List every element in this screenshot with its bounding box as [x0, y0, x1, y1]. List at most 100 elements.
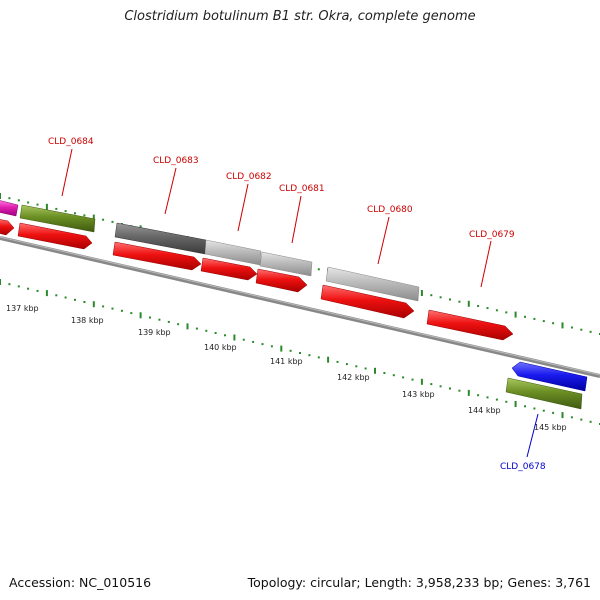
inner-tick	[55, 294, 58, 297]
feature-cld-0684[interactable]	[19, 204, 96, 233]
feature-cld-0678[interactable]	[505, 377, 583, 410]
genome-backbone	[0, 236, 600, 378]
inner-tick	[345, 363, 348, 366]
outer-tick	[458, 300, 461, 303]
inner-tick	[139, 312, 142, 319]
outer-tick	[542, 320, 545, 323]
outer-tick	[420, 290, 423, 296]
inner-tick	[505, 400, 508, 403]
gene-label-cld-0684[interactable]: CLD_0684	[48, 137, 94, 147]
leader-cld-0681	[291, 195, 302, 244]
inner-tick	[589, 420, 592, 423]
inner-tick	[102, 305, 105, 308]
cds-arrow-cld-0680[interactable]	[320, 284, 415, 319]
scale-label-144: 144 kbp	[468, 406, 501, 415]
cds-arrow-cld-0682[interactable]	[200, 257, 258, 281]
inner-tick	[83, 301, 86, 303]
inner-tick	[111, 307, 114, 310]
outer-tick	[552, 322, 555, 325]
outer-tick	[439, 296, 442, 299]
gene-label-cld-0682[interactable]: CLD_0682	[226, 172, 272, 182]
cds-arrow-cld-0684[interactable]	[17, 222, 93, 250]
inner-tick	[430, 383, 433, 386]
inner-tick	[205, 329, 208, 332]
inner-tick	[524, 405, 526, 408]
scale-label-142: 142 kbp	[337, 373, 370, 382]
inner-tick	[449, 387, 451, 390]
outer-tick	[524, 315, 526, 318]
cds-arrow-cld-0683[interactable]	[112, 241, 202, 271]
outer-tick	[8, 197, 11, 200]
inner-tick	[120, 309, 123, 312]
gene-label-cld-0680[interactable]: CLD_0680	[367, 205, 413, 215]
inner-tick	[17, 285, 20, 288]
outer-tick	[111, 220, 114, 223]
inner-tick	[486, 396, 489, 399]
inner-tick	[552, 411, 555, 414]
outer-tick	[74, 212, 76, 215]
inner-tick	[92, 301, 95, 308]
inner-tick	[27, 287, 30, 290]
gene-label-cld-0678[interactable]: CLD_0678	[500, 462, 546, 472]
outer-tick	[0, 193, 1, 199]
gene-label-cld-0683[interactable]: CLD_0683	[153, 156, 199, 166]
outer-tick	[92, 214, 95, 221]
inner-tick	[186, 323, 189, 330]
inner-tick	[533, 407, 536, 410]
outer-tick	[17, 199, 20, 202]
inner-tick	[242, 338, 245, 341]
outer-tick	[83, 214, 86, 217]
outer-tick	[27, 201, 30, 204]
inner-tick	[383, 372, 386, 374]
inner-tick	[233, 334, 236, 341]
outer-tick	[467, 300, 470, 307]
inner-tick	[561, 412, 564, 419]
inner-tick	[336, 360, 339, 363]
feature-cld-0680[interactable]	[325, 266, 420, 302]
inner-tick	[167, 320, 170, 323]
outer-tick	[36, 203, 39, 206]
cds-track	[0, 219, 588, 392]
scale-label-141: 141 kbp	[270, 357, 303, 366]
inner-tick	[158, 318, 161, 321]
inner-tick	[261, 343, 264, 346]
inner-tick	[280, 345, 283, 352]
scale-label-145: 145 kbp	[534, 423, 567, 432]
cds-arrow-cld-0678[interactable]	[511, 361, 588, 392]
inner-tick	[402, 376, 405, 379]
outer-tick	[505, 311, 508, 314]
inner-tick	[177, 323, 180, 326]
inner-tick	[36, 289, 39, 292]
outer-tick	[317, 268, 320, 271]
cds-arrow-cld-0679[interactable]	[426, 309, 514, 341]
inner-tick	[514, 401, 517, 407]
cds-arrow-cld-0681[interactable]	[255, 268, 308, 293]
leader-cld-0683	[164, 167, 177, 215]
gene-label-cld-0679[interactable]: CLD_0679	[469, 230, 515, 240]
inner-tick	[542, 409, 545, 412]
inner-tick	[420, 378, 423, 385]
inner-tick	[570, 416, 573, 419]
label-leaders	[61, 148, 539, 458]
cds-arrow-partial[interactable]	[0, 219, 15, 236]
feature-magenta-partial[interactable]	[0, 200, 19, 217]
scale-label-143: 143 kbp	[402, 390, 435, 399]
gene-label-cld-0681[interactable]: CLD_0681	[279, 184, 325, 194]
inner-tick-row	[0, 279, 600, 425]
inner-tick	[308, 354, 311, 357]
outer-tick	[486, 307, 489, 310]
feature-cld-0681[interactable]	[259, 251, 313, 277]
inner-tick	[214, 332, 217, 334]
inner-tick	[327, 356, 330, 363]
outer-tick	[430, 294, 433, 297]
inner-tick	[458, 389, 461, 392]
inner-tick	[374, 367, 376, 374]
inner-tick	[364, 367, 367, 370]
scale-label-139: 139 kbp	[138, 328, 171, 337]
outer-tick	[45, 203, 48, 210]
scale-label-137: 137 kbp	[6, 304, 39, 313]
leader-cld-0684	[61, 148, 73, 197]
inner-tick	[252, 340, 255, 343]
outer-tick	[495, 309, 498, 312]
